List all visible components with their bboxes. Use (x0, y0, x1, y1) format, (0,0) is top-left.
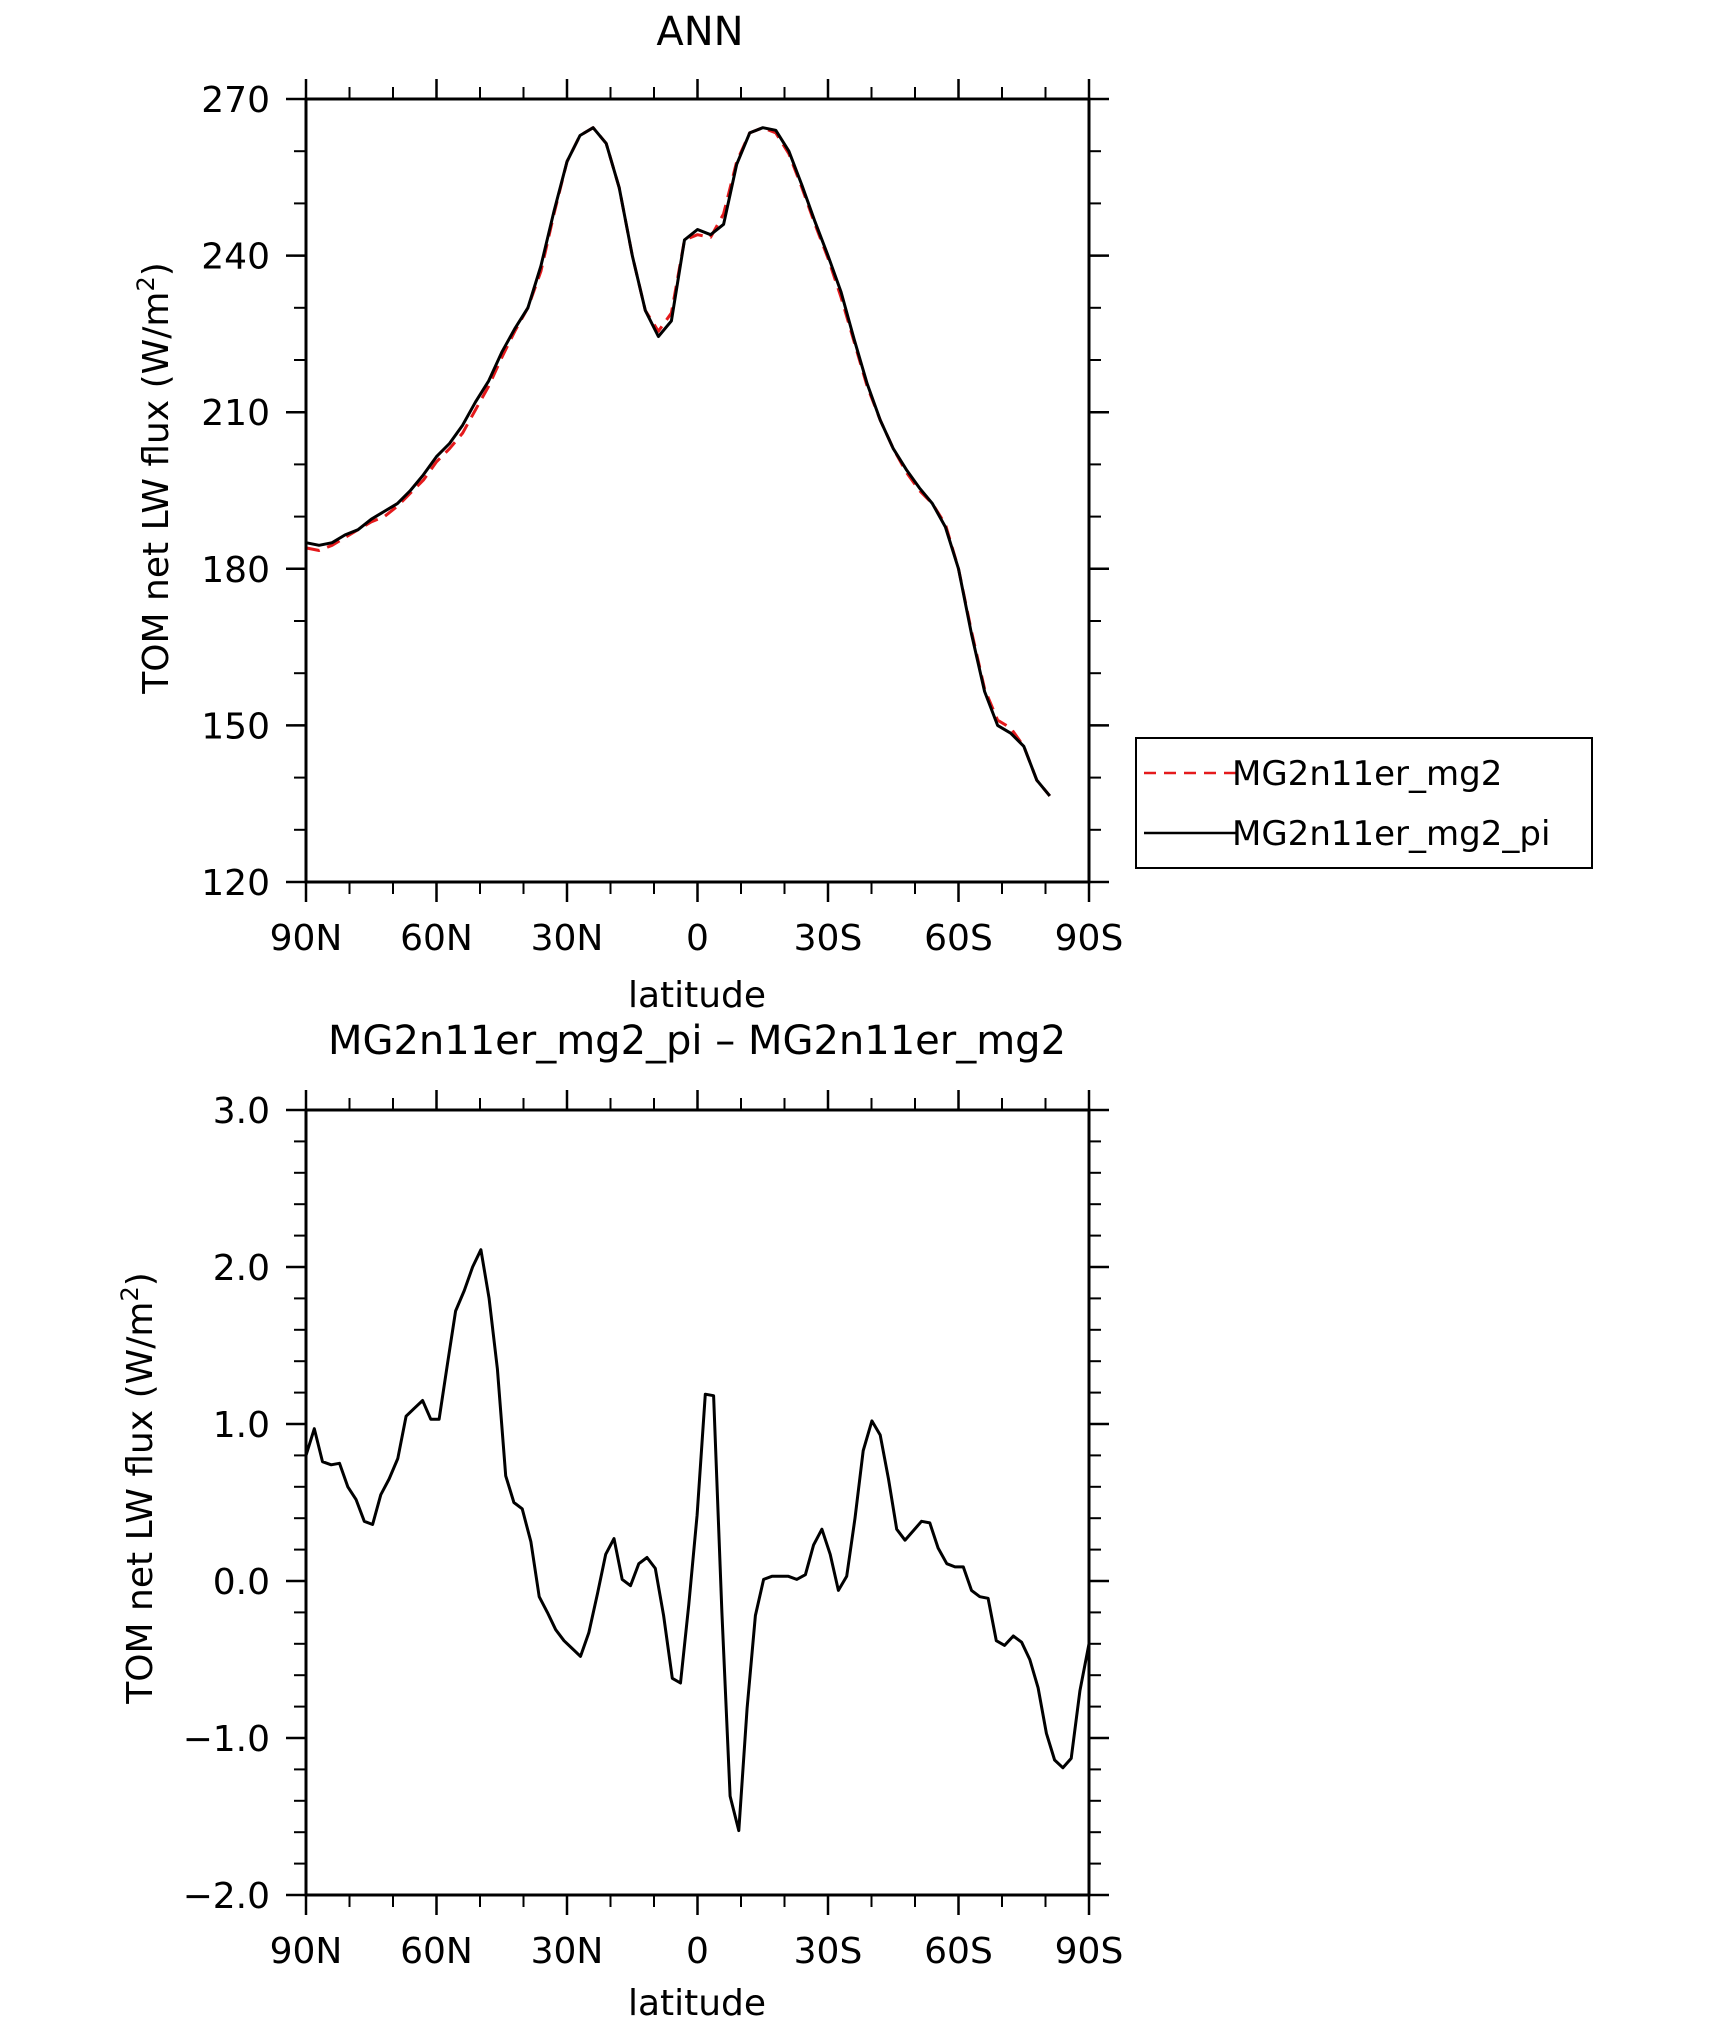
top-plot-frame (304, 97, 1091, 884)
bottom-xtick-label-5: 60S (924, 1931, 993, 1972)
bottom-minor-ticks (294, 1098, 1101, 1907)
legend-label-mg2-pi: MG2n11er_mg2_pi (1232, 814, 1550, 854)
bottom-x-axis-label: latitude (628, 1983, 766, 2021)
bottom-xtick-label-3: 0 (686, 1931, 709, 1972)
top-ytick-label-2: 180 (201, 550, 270, 591)
top-xtick-label-1: 60N (400, 918, 473, 959)
bottom-ytick-label-1: −1.0 (183, 1719, 270, 1760)
top-series-line-mg2n11er-mg2-pi (305, 126, 1051, 797)
top-y-axis-label-main: TOM net LW flux (W/m (136, 292, 177, 695)
bottom-y-tick-labels: −2.0 −1.0 0.0 1.0 2.0 3.0 (183, 1091, 270, 1917)
legend-label-mg2: MG2n11er_mg2 (1232, 754, 1502, 794)
top-series-lines (305, 126, 1051, 797)
top-chart-title: ANN (656, 9, 743, 55)
bottom-ytick-label-0: −2.0 (183, 1876, 270, 1917)
top-major-ticks (286, 79, 1109, 902)
bottom-xtick-label-1: 60N (400, 1931, 473, 1972)
bottom-y-axis-label: TOM net LW flux (W/m2) (116, 1272, 161, 1705)
top-xtick-label-0: 90N (270, 918, 343, 959)
bottom-xtick-label-2: 30N (531, 1931, 604, 1972)
bottom-xtick-label-4: 30S (794, 1931, 863, 1972)
bottom-plot-frame (304, 1108, 1091, 1897)
top-xtick-label-2: 30N (531, 918, 604, 959)
top-chart-panel: ANN 90N 60N 30N 0 30S 60S 90S 120 150 180 210 240 2… (132, 9, 1593, 1016)
top-x-axis-label: latitude (628, 975, 766, 1016)
bottom-ytick-label-4: 2.0 (213, 1248, 270, 1289)
top-y-tick-labels: 120 150 180 210 240 270 (201, 80, 270, 904)
top-series-line-mg2n11er-mg2 (305, 126, 1051, 797)
bottom-x-tick-labels: 90N 60N 30N 0 30S 60S 90S (270, 1931, 1124, 1972)
top-ytick-label-0: 120 (201, 863, 270, 904)
top-xtick-label-4: 30S (794, 918, 863, 959)
top-y-axis-label-close: ) (136, 262, 177, 276)
top-ytick-label-1: 150 (201, 706, 270, 747)
bottom-chart-title: MG2n11er_mg2_pi – MG2n11er_mg2 (328, 1018, 1066, 1064)
top-ytick-label-3: 210 (201, 393, 270, 434)
legend: MG2n11er_mg2 MG2n11er_mg2_pi (1135, 737, 1593, 869)
bottom-y-axis-label-main: TOM net LW flux (W/m (120, 1302, 161, 1705)
bottom-chart-panel: MG2n11er_mg2_pi – MG2n11er_mg2 90N 60N 30N… (116, 1018, 1123, 2021)
bottom-series-line-0 (304, 1248, 1091, 1833)
top-xtick-label-5: 60S (924, 918, 993, 959)
top-ytick-label-4: 240 (201, 237, 270, 278)
top-minor-ticks (294, 87, 1101, 894)
top-y-axis-label-superscript: 2 (132, 276, 160, 291)
bottom-ytick-label-5: 3.0 (213, 1091, 270, 1132)
top-y-axis-label: TOM net LW flux (W/m2) (132, 262, 177, 695)
bottom-major-ticks (286, 1090, 1109, 1915)
legend-box (1135, 737, 1593, 869)
top-xtick-label-6: 90S (1055, 918, 1124, 959)
top-ytick-label-5: 270 (201, 80, 270, 121)
bottom-y-axis-label-superscript: 2 (116, 1286, 144, 1301)
bottom-ytick-label-2: 0.0 (213, 1562, 270, 1603)
bottom-ytick-label-3: 1.0 (213, 1405, 270, 1446)
bottom-xtick-label-0: 90N (270, 1931, 343, 1972)
bottom-series-lines (304, 1248, 1091, 1833)
bottom-xtick-label-6: 90S (1055, 1931, 1124, 1972)
bottom-y-axis-label-close: ) (120, 1272, 161, 1286)
top-xtick-label-3: 0 (686, 918, 709, 959)
top-x-tick-labels: 90N 60N 30N 0 30S 60S 90S (270, 918, 1124, 959)
